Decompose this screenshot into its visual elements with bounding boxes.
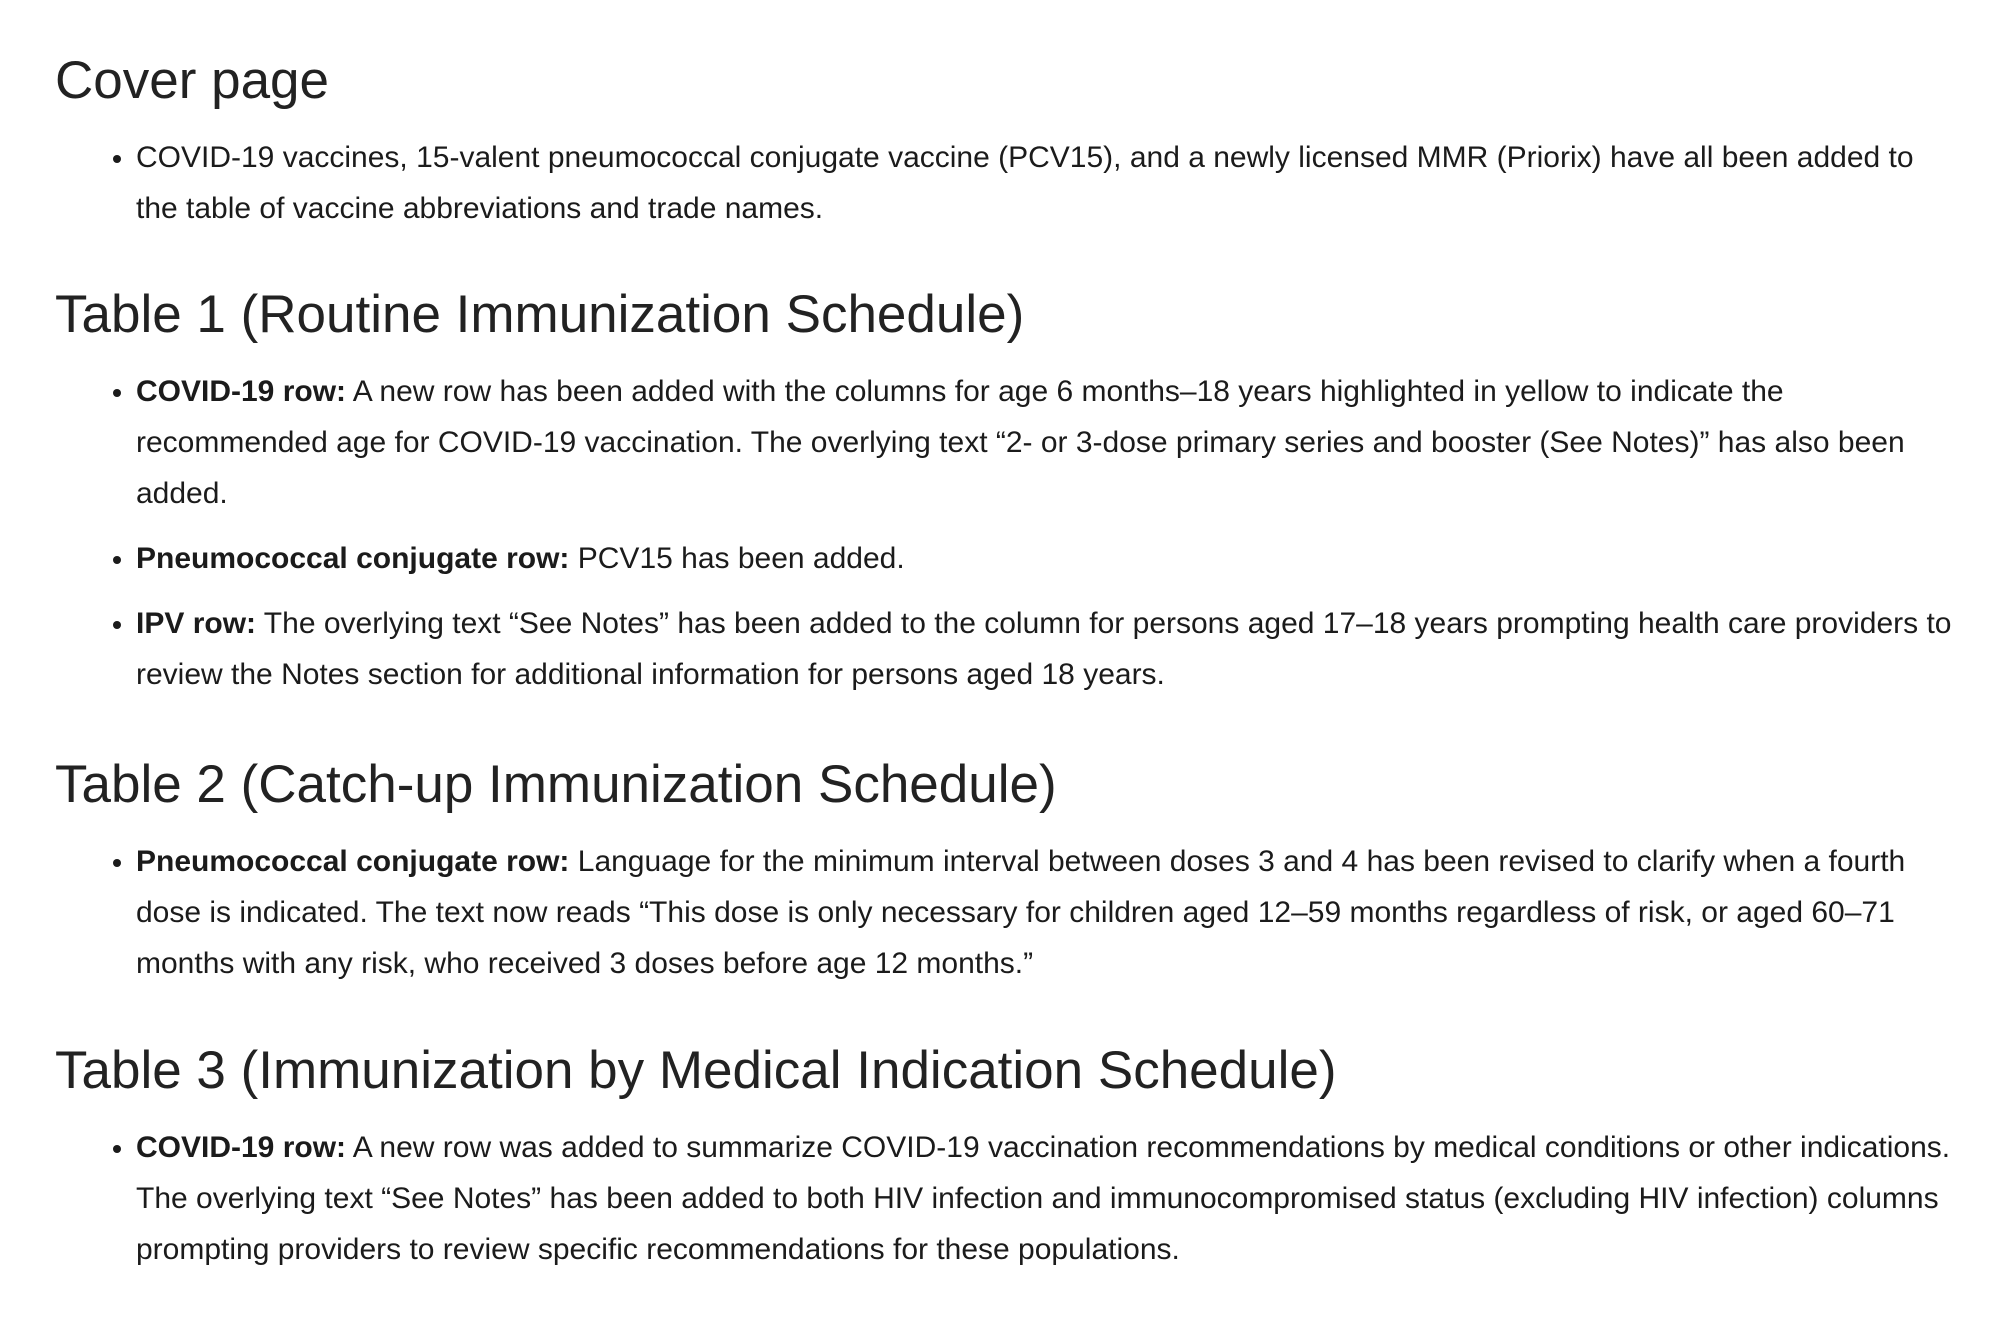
bullet-list: COVID-19 row: A new row has been added w… [55,366,1955,700]
list-item: Pneumococcal conjugate row: Language for… [136,836,1955,989]
list-item: COVID-19 row: A new row has been added w… [136,366,1955,519]
item-text: The overlying text “See Notes” has been … [136,607,1952,691]
section-heading: Table 3 (Immunization by Medical Indicat… [55,1041,1337,1100]
item-label: COVID-19 row: [136,375,347,408]
item-label: COVID-19 row: [136,1131,347,1164]
item-label: Pneumococcal conjugate row: [136,845,570,878]
section-table-1: Table 1 (Routine Immunization Schedule) … [55,280,1955,714]
item-text: COVID-19 vaccines, 15-valent pneumococca… [136,141,1914,225]
bullet-list: Pneumococcal conjugate row: Language for… [55,836,1955,989]
item-text: A new row has been added with the column… [136,375,1905,510]
item-text: PCV15 has been added. [569,542,905,575]
item-label: Pneumococcal conjugate row: [136,542,570,575]
item-text: A new row was added to summarize COVID-1… [136,1131,1951,1266]
item-label: IPV row: [136,607,257,640]
section-cover-page: Cover page COVID-19 vaccines, 15-valent … [55,46,1955,248]
list-item: COVID-19 vaccines, 15-valent pneumococca… [136,132,1955,234]
section-heading: Table 2 (Catch-up Immunization Schedule) [55,755,1057,814]
list-item: COVID-19 row: A new row was added to sum… [136,1122,1955,1275]
bullet-list: COVID-19 vaccines, 15-valent pneumococca… [55,132,1955,234]
item-text: Language for the minimum interval betwee… [136,845,1906,980]
list-item: IPV row: The overlying text “See Notes” … [136,598,1955,700]
section-table-2: Table 2 (Catch-up Immunization Schedule)… [55,750,1955,1003]
section-heading: Table 1 (Routine Immunization Schedule) [55,285,1025,344]
bullet-list: COVID-19 row: A new row was added to sum… [55,1122,1955,1275]
section-table-3: Table 3 (Immunization by Medical Indicat… [55,1036,1955,1289]
section-heading: Cover page [55,51,330,110]
list-item: Pneumococcal conjugate row: PCV15 has be… [136,533,1955,584]
